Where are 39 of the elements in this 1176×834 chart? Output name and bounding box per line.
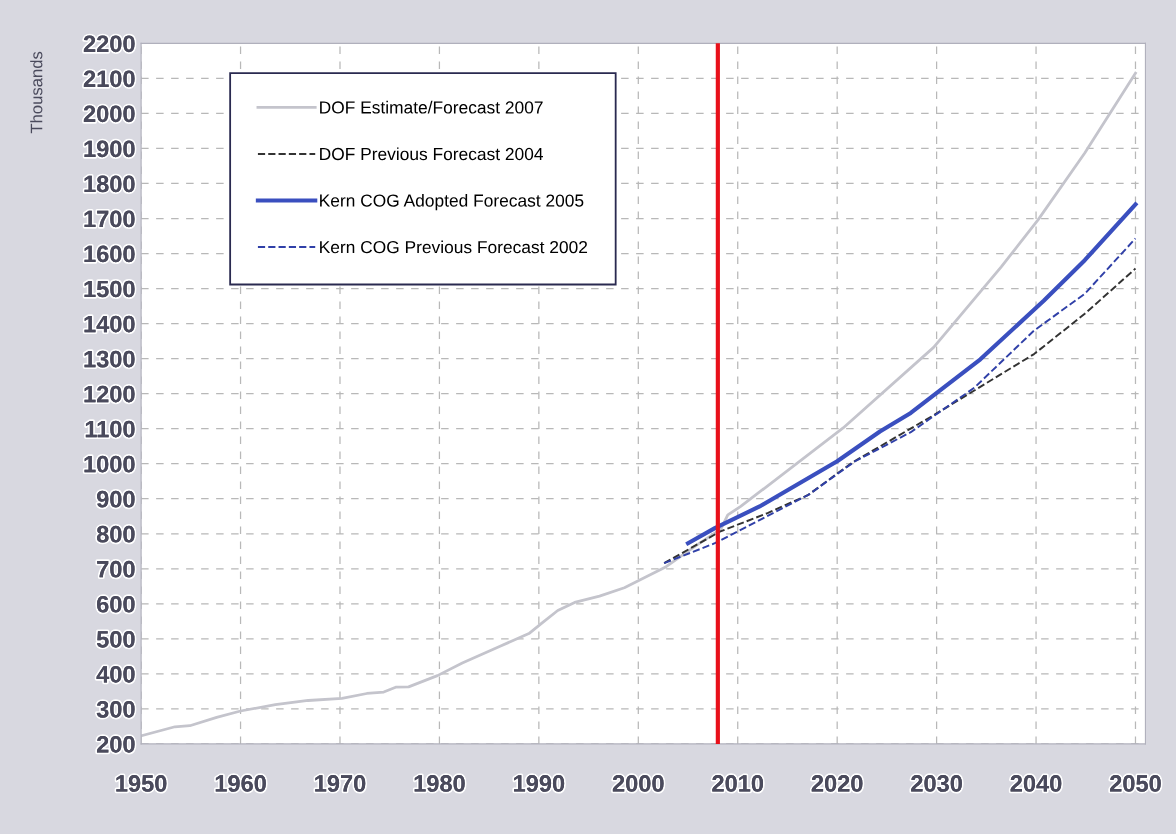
x-tick-label: 1980	[414, 775, 465, 792]
x-tick-label: 2000	[612, 775, 664, 792]
y-tick-label: 300	[96, 700, 135, 718]
y-tick-label: 1300	[84, 350, 135, 368]
y-tick-label: 1500	[84, 280, 135, 298]
y-tick-label: 500	[96, 630, 135, 648]
y-tick-label: 1600	[84, 245, 135, 263]
x-tick-label: 1990	[514, 775, 565, 792]
x-tick-label: 1970	[315, 775, 366, 792]
y-tick-label: 700	[97, 560, 135, 578]
legend-label: Kern COG Adopted Forecast 2005	[320, 193, 584, 211]
x-tick-label: 2050	[1110, 775, 1161, 792]
x-tick-label: 2040	[1010, 775, 1062, 792]
legend-label: Kern COG Previous Forecast 2002	[320, 240, 588, 254]
y-tick-label: 200	[96, 736, 135, 753]
x-tick-label: 1950	[116, 775, 167, 792]
y-tick-label: 1200	[84, 385, 135, 403]
y-tick-label: 1900	[84, 140, 135, 158]
y-tick-label: 2200	[83, 35, 135, 53]
y-tick-label: 800	[96, 525, 135, 543]
x-tick-label: 2010	[712, 775, 764, 792]
y-tick-label: 1000	[84, 455, 135, 473]
y-tick-label: 2000	[83, 105, 135, 123]
y-tick-label: 1400	[84, 315, 135, 333]
y-tick-label: 600	[97, 595, 135, 613]
y-axis-title: Thousands	[30, 51, 43, 134]
y-tick-label: 900	[96, 490, 135, 508]
legend-label: DOF Estimate/Forecast 2007	[320, 100, 543, 114]
y-tick-label: 2100	[83, 70, 135, 88]
line-series	[685, 202, 1138, 546]
x-tick-label: 2020	[811, 775, 863, 792]
y-tick-label: 1700	[84, 210, 135, 228]
y-tick-label: 1100	[85, 420, 135, 438]
line-series	[141, 71, 1137, 738]
x-tick-label: 1960	[215, 775, 266, 792]
x-tick-label: 2030	[911, 775, 962, 792]
y-tick-label: 400	[96, 665, 135, 683]
y-tick-label: 1800	[84, 175, 135, 193]
legend-label: DOF Previous Forecast 2004	[320, 147, 543, 161]
